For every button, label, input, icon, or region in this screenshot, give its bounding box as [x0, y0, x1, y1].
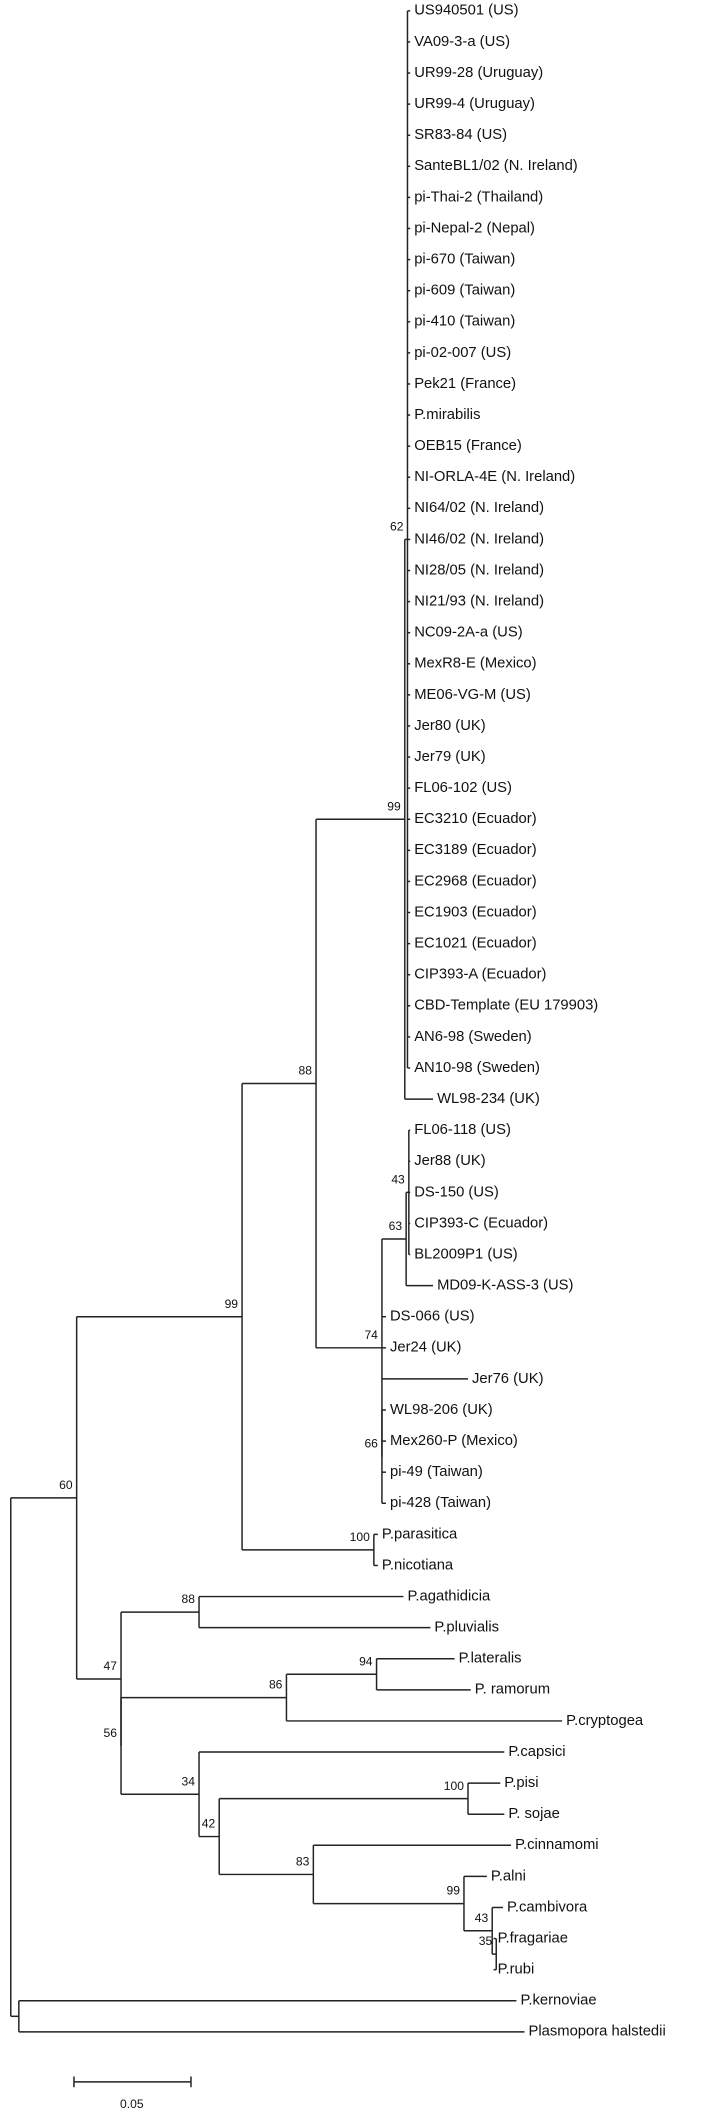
bootstrap-value: 35: [479, 1934, 493, 1948]
bootstrap-value: 66: [364, 1437, 378, 1451]
taxon-label: AN6-98 (Sweden): [414, 1029, 532, 1045]
taxon-label: P.pluvialis: [434, 1620, 499, 1636]
taxon-label: DS-066 (US): [390, 1309, 475, 1325]
taxon-label: P.cinnamomi: [515, 1837, 599, 1853]
taxon-label: P.cambivora: [507, 1899, 588, 1915]
taxon-label: US940501 (US): [414, 3, 518, 19]
taxon-label: NI46/02 (N. Ireland): [414, 531, 544, 547]
taxon-label: P.cryptogea: [566, 1713, 644, 1729]
bootstrap-value: 42: [202, 1817, 216, 1831]
taxon-label: MD09-K-ASS-3 (US): [437, 1278, 573, 1294]
taxon-label: pi-410 (Taiwan): [414, 314, 515, 330]
bootstrap-value: 74: [364, 1328, 378, 1342]
bootstrap-value: 99: [387, 799, 401, 813]
taxon-label: pi-609 (Taiwan): [414, 283, 515, 299]
taxon-label: NI64/02 (N. Ireland): [414, 500, 544, 516]
taxon-label: UR99-28 (Uruguay): [414, 65, 543, 81]
taxon-label: P. sojae: [508, 1806, 560, 1822]
bootstrap-value: 100: [350, 1530, 370, 1544]
taxon-label: NI21/93 (N. Ireland): [414, 594, 544, 610]
taxon-label: VA09-3-a (US): [414, 34, 510, 50]
taxon-label: BL2009P1 (US): [414, 1246, 518, 1262]
taxon-label: CIP393-C (Ecuador): [414, 1215, 548, 1231]
taxon-label: NI-ORLA-4E (N. Ireland): [414, 469, 575, 485]
bootstrap-value: 63: [389, 1219, 403, 1233]
taxon-label: FL06-102 (US): [414, 780, 512, 796]
taxon-label: P.alni: [491, 1868, 526, 1884]
bootstrap-value: 88: [182, 1592, 196, 1606]
bootstrap-value: 43: [391, 1172, 405, 1186]
bootstrap-value: 47: [104, 1659, 118, 1673]
taxon-label: EC3189 (Ecuador): [414, 842, 536, 858]
taxon-label: Jer24 (UK): [390, 1340, 461, 1356]
bootstrap-value: 56: [104, 1726, 118, 1740]
bootstrap-value: 62: [390, 520, 404, 534]
taxon-label: P. ramorum: [475, 1682, 550, 1698]
taxon-label: ME06-VG-M (US): [414, 687, 531, 703]
bootstrap-value: 99: [225, 1297, 239, 1311]
taxon-label: SR83-84 (US): [414, 127, 507, 143]
taxon-label: MexR8-E (Mexico): [414, 656, 536, 672]
bootstrap-value: 86: [269, 1678, 283, 1692]
taxon-label: P.nicotiana: [382, 1557, 454, 1573]
taxon-label: pi-02-007 (US): [414, 345, 511, 361]
taxon-label: pi-670 (Taiwan): [414, 251, 515, 267]
taxon-label: EC1903 (Ecuador): [414, 904, 536, 920]
taxon-label: CIP393-A (Ecuador): [414, 967, 546, 983]
taxon-label: P.pisi: [504, 1775, 538, 1791]
taxon-label: P.fragariae: [498, 1930, 568, 1946]
taxon-label: pi-Thai-2 (Thailand): [414, 189, 543, 205]
taxon-label: P.kernoviae: [520, 1993, 596, 2009]
taxon-label: Jer88 (UK): [414, 1153, 485, 1169]
taxon-label: SanteBL1/02 (N. Ireland): [414, 158, 578, 174]
scale-bar-label: 0.05: [120, 2097, 144, 2111]
bootstrap-value: 99: [446, 1884, 460, 1898]
taxon-label: EC3210 (Ecuador): [414, 811, 536, 827]
taxon-label: EC1021 (Ecuador): [414, 936, 536, 952]
taxon-label: P.mirabilis: [414, 407, 480, 423]
taxon-label: NI28/05 (N. Ireland): [414, 562, 544, 578]
taxon-label: NC09-2A-a (US): [414, 625, 522, 641]
taxon-label: P.rubi: [498, 1962, 535, 1978]
taxon-label: P.lateralis: [459, 1651, 522, 1667]
taxon-label: AN10-98 (Sweden): [414, 1060, 540, 1076]
bootstrap-value: 83: [296, 1855, 310, 1869]
taxon-label: P.capsici: [508, 1744, 565, 1760]
bootstrap-value: 88: [299, 1064, 313, 1078]
taxon-label: Pek21 (France): [414, 376, 516, 392]
taxon-label: P.parasitica: [382, 1526, 458, 1542]
taxon-label: P.agathidicia: [407, 1588, 491, 1604]
bootstrap-value: 100: [444, 1779, 464, 1793]
taxon-label: CBD-Template (EU 179903): [414, 998, 598, 1014]
taxon-label: Jer76 (UK): [472, 1371, 543, 1387]
taxon-label: pi-428 (Taiwan): [390, 1495, 491, 1511]
taxon-label: DS-150 (US): [414, 1184, 499, 1200]
bootstrap-value: 60: [59, 1478, 73, 1492]
taxon-label: Plasmopora halstedii: [529, 2024, 666, 2040]
taxon-label: WL98-234 (UK): [437, 1091, 540, 1107]
taxon-label: pi-49 (Taiwan): [390, 1464, 483, 1480]
bootstrap-value: 94: [359, 1654, 373, 1668]
taxon-label: EC2968 (Ecuador): [414, 873, 536, 889]
taxon-label: UR99-4 (Uruguay): [414, 96, 535, 112]
taxon-label: pi-Nepal-2 (Nepal): [414, 220, 535, 236]
taxon-label: Mex260-P (Mexico): [390, 1433, 518, 1449]
taxon-label: OEB15 (France): [414, 438, 522, 454]
bootstrap-value: 34: [182, 1774, 196, 1788]
taxon-label: Jer80 (UK): [414, 718, 485, 734]
taxon-label: WL98-206 (UK): [390, 1402, 493, 1418]
taxon-label: Jer79 (UK): [414, 749, 485, 765]
taxon-label: FL06-118 (US): [414, 1122, 511, 1138]
bootstrap-value: 43: [475, 1911, 489, 1925]
